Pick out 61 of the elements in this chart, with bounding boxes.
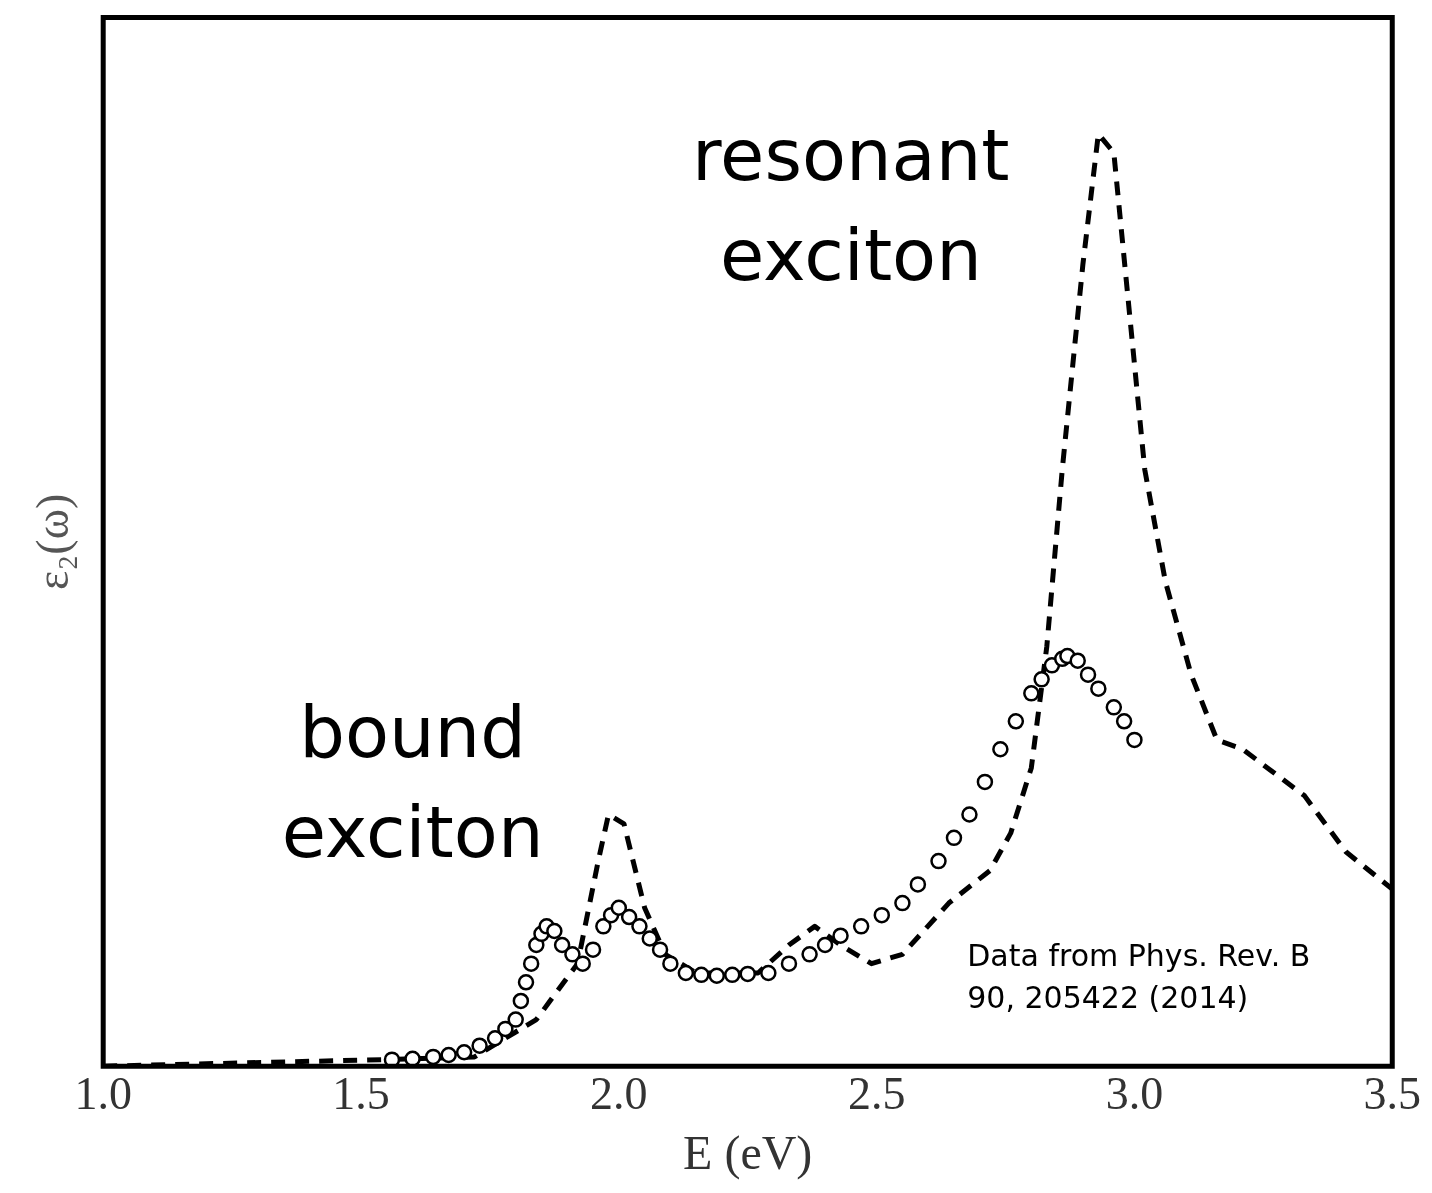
point (584, 941, 602, 958)
point (1090, 680, 1107, 697)
point (507, 1011, 524, 1028)
point (724, 966, 741, 984)
x-axis-title: E (eV) (683, 1125, 813, 1180)
point (471, 1037, 488, 1054)
point (801, 946, 818, 963)
annotation: resonant exciton (692, 113, 1010, 298)
annotation: Data from Phys. Rev. B 90, 205422 (2014) (967, 938, 1311, 1016)
point (424, 1048, 442, 1066)
point (517, 974, 535, 991)
x-tick-label: 3.5 (1363, 1067, 1421, 1119)
point (455, 1043, 473, 1061)
point (440, 1046, 457, 1064)
point (945, 829, 963, 847)
point (641, 930, 659, 947)
point (522, 955, 540, 972)
point (873, 906, 891, 924)
point (1023, 685, 1040, 702)
y-axis-title: ε₂(ω) (26, 493, 78, 590)
point (1007, 713, 1025, 730)
x-tick-label: 1.0 (74, 1067, 132, 1119)
point (595, 918, 612, 935)
point (620, 908, 638, 926)
point (486, 1029, 504, 1047)
point (1105, 699, 1123, 716)
x-tick-label: 2.0 (590, 1067, 648, 1119)
point (894, 894, 911, 912)
point (564, 946, 581, 963)
x-tick-label: 1.5 (332, 1067, 390, 1119)
x-tick-label: 2.5 (847, 1067, 906, 1119)
point (1069, 652, 1086, 669)
point (512, 992, 530, 1010)
point (574, 955, 591, 972)
point (677, 964, 695, 982)
point (693, 966, 710, 984)
point (631, 918, 648, 935)
point (852, 918, 870, 935)
point (930, 852, 947, 870)
point (961, 806, 978, 823)
point (780, 955, 798, 972)
x-tick-label: 3.0 (1105, 1067, 1164, 1119)
point (497, 1020, 514, 1038)
point (1033, 671, 1050, 688)
point (1079, 666, 1097, 683)
point (546, 922, 563, 940)
annotation: bound exciton (281, 690, 544, 874)
point (610, 899, 628, 916)
point (651, 941, 669, 958)
point (708, 967, 726, 985)
point (1115, 713, 1133, 730)
point (553, 936, 571, 954)
point (1126, 731, 1143, 749)
point (992, 741, 1009, 758)
point (816, 936, 834, 954)
point (909, 876, 927, 893)
point (832, 927, 849, 944)
point (760, 964, 777, 982)
point (739, 965, 756, 983)
point (662, 955, 679, 972)
point (976, 773, 994, 791)
